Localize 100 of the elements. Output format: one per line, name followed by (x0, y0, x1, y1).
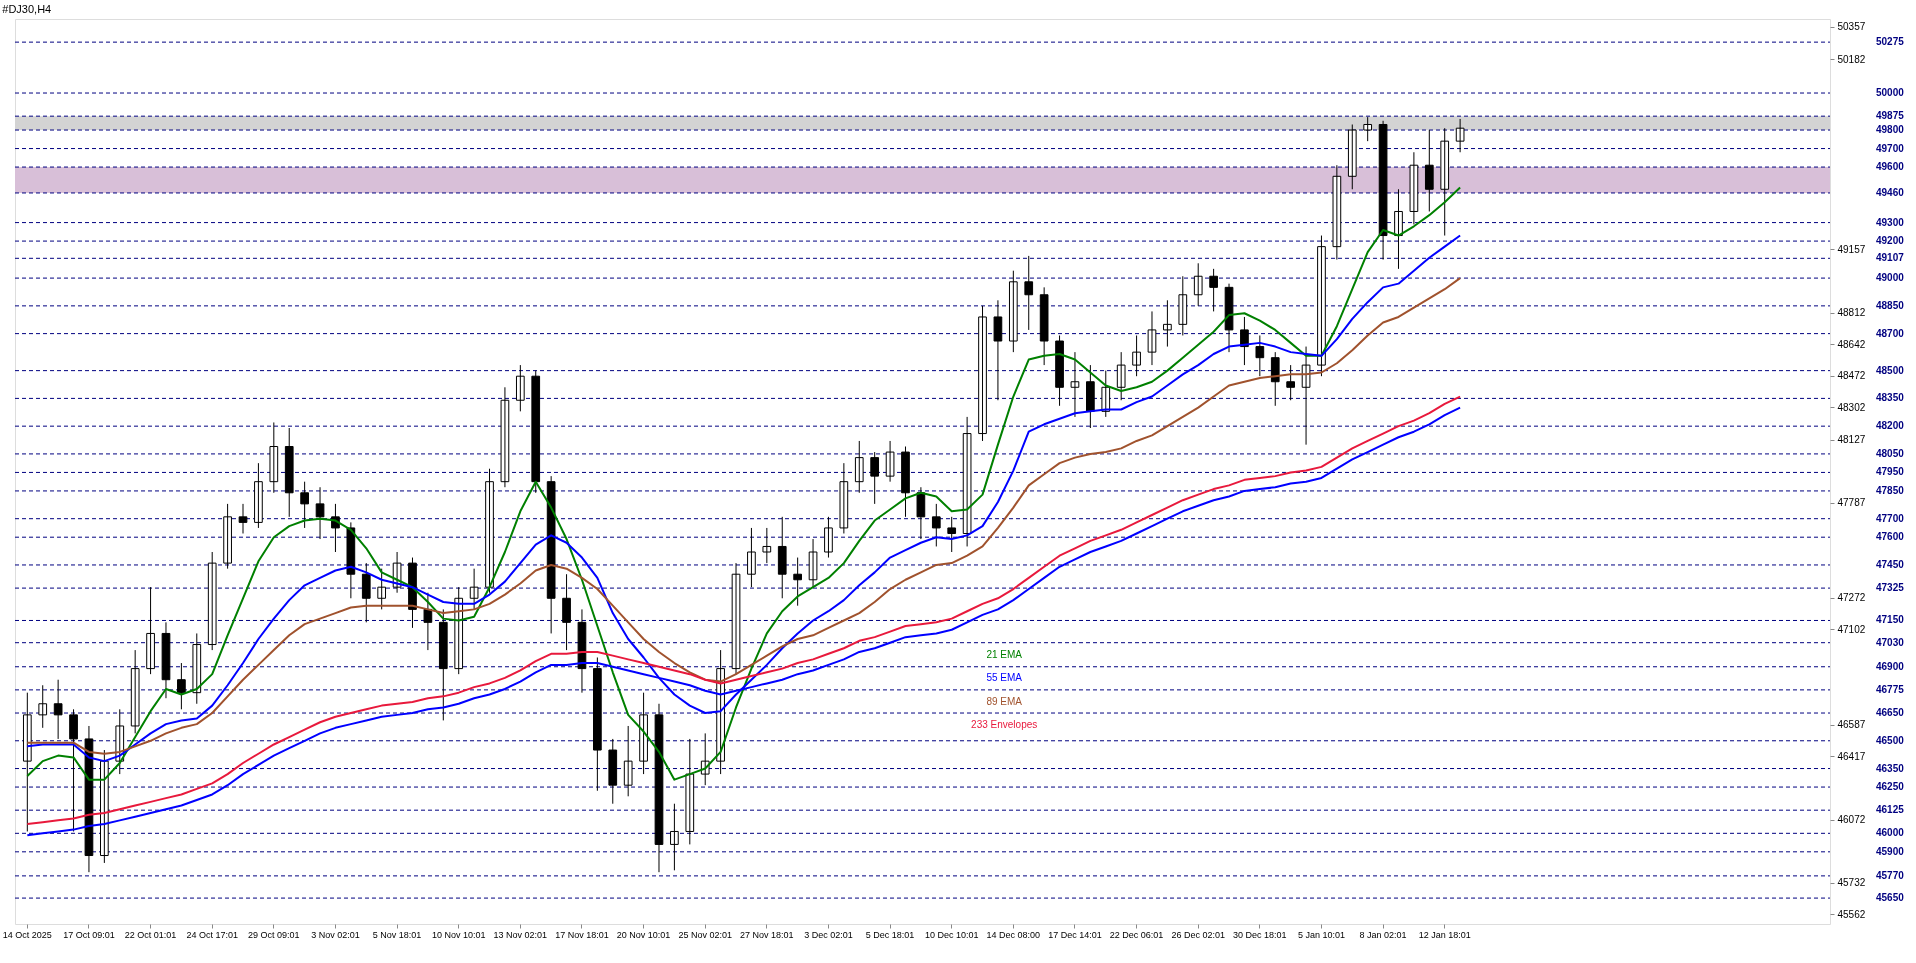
ref-line-label: 49300 (1876, 216, 1905, 228)
x-tick-label: 12 Jan 18:01 (1418, 929, 1471, 940)
ref-line-label: 49600 (1876, 161, 1905, 173)
ref-line-label: 46000 (1876, 827, 1905, 839)
ref-line-label: 46900 (1876, 660, 1905, 672)
candlestick (685, 738, 695, 845)
x-tick-label: 8 Jan 02:01 (1359, 929, 1407, 940)
x-tick-label: 14 Oct 2025 (2, 929, 52, 940)
candlestick (269, 421, 279, 494)
y-tick-label: 46587 (1837, 719, 1866, 731)
candlestick (1255, 334, 1265, 377)
text: 21 EMA (986, 649, 1023, 661)
candlestick (300, 481, 309, 529)
ref-line-label: 47950 (1876, 466, 1905, 478)
candlestick (485, 468, 494, 594)
candlestick (901, 446, 910, 518)
ref-line-label: 47030 (1876, 636, 1905, 648)
x-tick-label: 5 Dec 18:01 (865, 929, 915, 940)
candlestick (1024, 255, 1034, 331)
ref-line-label: 48350 (1876, 392, 1905, 404)
y-tick-label: 47787 (1837, 497, 1866, 509)
ref-line-label: 50000 (1876, 87, 1905, 99)
ref-line-label: 47150 (1876, 614, 1905, 626)
candlestick (531, 370, 541, 494)
x-tick-label: 3 Dec 02:01 (804, 929, 853, 940)
ref-line-label: 46250 (1876, 781, 1905, 793)
ref-line-label: 49107 (1876, 252, 1905, 264)
x-tick-label: 17 Oct 09:01 (63, 929, 115, 940)
candlestick (377, 568, 387, 610)
y-tick-label: 45732 (1837, 877, 1866, 889)
x-tick-label: 24 Oct 17:01 (186, 929, 238, 940)
ref-line-label: 49700 (1876, 142, 1905, 154)
ref-line-label: 47600 (1876, 531, 1905, 543)
candlestick (254, 462, 263, 529)
y-tick-label: 45562 (1837, 908, 1866, 920)
candlestick (670, 803, 679, 871)
x-tick-label: 25 Nov 02:01 (678, 929, 732, 940)
text: 55 EMA (986, 672, 1023, 684)
candlestick (854, 440, 864, 494)
x-tick-label: 5 Nov 18:01 (372, 929, 422, 940)
y-tick-label: 48472 (1837, 370, 1866, 382)
candlestick (747, 527, 756, 588)
candlestick (824, 516, 833, 559)
ref-line-label: 48700 (1876, 327, 1905, 339)
ref-line-label: 46500 (1876, 734, 1905, 746)
candlestick (177, 662, 186, 710)
ref-line-label: 47325 (1876, 582, 1905, 594)
candlestick (1116, 351, 1126, 401)
candlestick (207, 551, 217, 651)
ref-line-label: 47850 (1876, 484, 1905, 496)
ref-line-label: 49000 (1876, 272, 1905, 284)
ref-line-label: 49800 (1876, 124, 1905, 136)
y-tick-label: 48812 (1837, 307, 1866, 319)
ref-line-label: 46125 (1876, 804, 1905, 816)
ref-line-label: 47450 (1876, 558, 1905, 570)
candlestick (22, 692, 32, 832)
candlestick (69, 708, 78, 832)
candlestick (870, 451, 880, 505)
candlestick (1132, 334, 1141, 377)
x-tick-label: 22 Dec 06:01 (1109, 929, 1164, 940)
candlestick (1008, 270, 1018, 353)
candlestick (361, 562, 371, 623)
y-tick-label: 46417 (1837, 750, 1866, 762)
x-tick-label: 27 Nov 18:01 (740, 929, 794, 940)
y-tick-label: 48127 (1837, 434, 1866, 446)
candlestick (130, 649, 140, 734)
ref-line-label: 47700 (1876, 512, 1905, 524)
x-tick-label: 26 Dec 02:01 (1171, 929, 1225, 940)
x-tick-label: 10 Dec 10:01 (924, 929, 979, 940)
ref-line-label: 48050 (1876, 447, 1905, 459)
ref-line-label: 48500 (1876, 364, 1905, 376)
y-tick-label: 46072 (1837, 814, 1866, 826)
candlestick (608, 738, 618, 805)
x-tick-label: 20 Nov 10:01 (616, 929, 671, 940)
candlestick (1286, 364, 1295, 401)
x-tick-label: 5 Jan 10:01 (1297, 929, 1345, 940)
chart-title: #DJ30,H4 (2, 3, 52, 15)
candlestick (1209, 268, 1218, 312)
x-tick-label: 14 Dec 08:00 (986, 929, 1041, 940)
ref-line-label: 45650 (1876, 892, 1905, 904)
ref-line-label: 48200 (1876, 420, 1905, 432)
x-tick-label: 3 Nov 02:01 (311, 929, 360, 940)
x-tick-label: 22 Oct 01:01 (124, 929, 177, 940)
y-tick-label: 47272 (1837, 592, 1866, 604)
candlestick (593, 657, 602, 792)
ref-line-label: 48850 (1876, 299, 1905, 311)
y-tick-label: 48642 (1837, 338, 1866, 350)
ref-line-label: 49200 (1876, 235, 1905, 247)
y-tick-label: 47102 (1837, 623, 1866, 635)
candlestick (38, 684, 48, 729)
candlestick (1163, 299, 1172, 348)
x-tick-label: 10 Nov 10:01 (431, 929, 486, 940)
x-tick-label: 29 Oct 09:01 (248, 929, 300, 940)
y-tick-label: 48302 (1837, 401, 1866, 413)
ref-line-label: 45770 (1876, 869, 1905, 881)
x-tick-label: 17 Dec 14:01 (1048, 929, 1102, 940)
y-tick-label: 50182 (1837, 53, 1866, 65)
ref-line-label: 50275 (1876, 36, 1905, 48)
ref-line-label: 46650 (1876, 707, 1905, 719)
ref-line-label: 49460 (1876, 186, 1905, 198)
